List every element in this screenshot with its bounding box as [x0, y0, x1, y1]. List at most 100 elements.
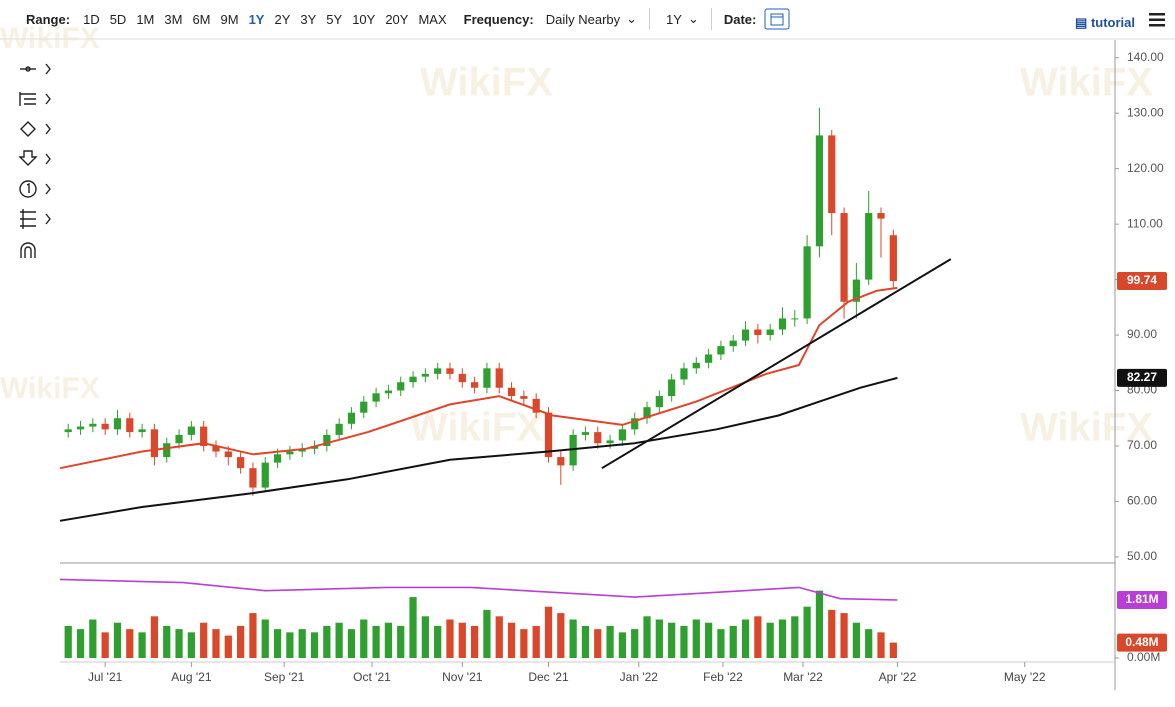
- volume-bar: [865, 629, 873, 658]
- candle-body: [631, 418, 639, 430]
- candle-body: [224, 451, 232, 458]
- candle-body: [113, 418, 122, 430]
- watermark: WikiFX: [420, 61, 553, 105]
- volume-ma-line: [59, 578, 898, 601]
- volume-bar: [273, 629, 282, 658]
- candle-body: [741, 329, 750, 341]
- tool-annotation[interactable]: [19, 180, 51, 198]
- volume-bar: [766, 622, 774, 658]
- candle-body: [101, 423, 109, 430]
- volume-bar: [840, 613, 848, 658]
- candle-body: [126, 418, 134, 433]
- candle-body: [273, 454, 282, 463]
- range-button[interactable]: 5D: [109, 11, 127, 27]
- menu-button[interactable]: [1149, 12, 1167, 28]
- range-button[interactable]: 10Y: [352, 11, 376, 27]
- period-select[interactable]: 1Y ⌄: [666, 11, 699, 27]
- candle-body: [754, 329, 762, 336]
- date-label: Date:: [723, 11, 757, 27]
- tool-lines[interactable]: [19, 92, 51, 106]
- range-button[interactable]: 1D: [83, 11, 100, 27]
- tool-fib[interactable]: [20, 209, 51, 229]
- tool-arrow[interactable]: [18, 150, 51, 166]
- x-tick-label: May '22: [1004, 670, 1046, 684]
- frequency-select[interactable]: Daily Nearby ⌄: [546, 11, 637, 27]
- y-tick-label: 50.00: [1127, 549, 1157, 563]
- range-button[interactable]: 9M: [220, 11, 239, 27]
- candle-body: [237, 457, 245, 469]
- volume-bar: [335, 622, 343, 658]
- volume-bar: [618, 632, 627, 658]
- volume-bar: [778, 619, 787, 658]
- volume-bar: [187, 632, 195, 658]
- tool-magnet[interactable]: [20, 242, 36, 258]
- volume-bar: [668, 622, 676, 658]
- candle-body: [606, 440, 614, 444]
- range-button[interactable]: 5Y: [326, 11, 343, 27]
- volume-bar: [409, 597, 417, 658]
- divider: [649, 8, 651, 30]
- volume-bar: [138, 632, 146, 658]
- volume-bar: [803, 606, 811, 658]
- candle-body: [581, 432, 590, 435]
- range-button[interactable]: 6M: [192, 11, 211, 27]
- volume-bar: [692, 619, 700, 658]
- tool-crosshair[interactable]: [20, 63, 51, 75]
- volume-bar: [741, 619, 750, 658]
- toolbar: Range: 1D 5D 1M 3M 6M 9M 1Y 2Y 3Y 5Y 10Y 20Y MAX Fre…: [0, 0, 1175, 38]
- volume-bar: [249, 613, 257, 658]
- volume-bar: [655, 619, 663, 658]
- x-tick-label: Feb '22: [703, 670, 743, 684]
- volume-bar: [347, 629, 356, 658]
- range-button[interactable]: 2Y: [274, 11, 291, 27]
- candle-body: [335, 423, 343, 435]
- range-button[interactable]: 1M: [136, 11, 155, 27]
- candle-body: [717, 346, 725, 355]
- tutorial-text: tutorial: [1090, 15, 1135, 30]
- volume-bar: [163, 625, 171, 658]
- volume-ma-tag: 1.81M: [1125, 592, 1158, 606]
- candle-body: [840, 213, 848, 302]
- candle-body: [704, 354, 713, 363]
- candle-body: [286, 451, 294, 455]
- candle-body: [877, 213, 885, 219]
- x-tick-label: Jul '21: [88, 670, 123, 684]
- y-tick-label: 140.00: [1127, 50, 1164, 64]
- period-value: 1Y: [666, 11, 682, 27]
- candle-body: [569, 434, 577, 466]
- volume-bar: [64, 625, 72, 658]
- candle-body: [507, 387, 516, 397]
- calendar-button[interactable]: [764, 8, 790, 30]
- range-button[interactable]: MAX: [418, 11, 447, 27]
- candle-body: [618, 429, 627, 441]
- tool-shapes[interactable]: [20, 121, 51, 137]
- candle-body: [692, 362, 700, 369]
- candle-body: [261, 462, 269, 488]
- candle-body: [852, 279, 860, 302]
- range-button[interactable]: 1Y: [248, 11, 265, 27]
- volume-bar: [150, 616, 159, 658]
- candle-body: [421, 373, 429, 377]
- volume-bar: [594, 629, 602, 658]
- range-buttons: 1D 5D 1M 3M 6M 9M 1Y 2Y 3Y 5Y 10Y 20Y MAX: [78, 12, 452, 27]
- volume-bar: [237, 625, 245, 658]
- last-price-tag: 99.74: [1127, 273, 1157, 287]
- volume-bar: [126, 629, 134, 658]
- candle-body: [680, 368, 688, 380]
- x-tick-label: Dec '21: [528, 670, 569, 684]
- volume-bar: [200, 622, 208, 658]
- candle-body: [347, 412, 356, 424]
- volume-bar: [175, 629, 183, 658]
- candle-body: [200, 426, 208, 446]
- volume-bar: [544, 606, 553, 658]
- volume-bar: [557, 613, 565, 658]
- candle-body: [175, 434, 183, 444]
- tutorial-link[interactable]: ▤ tutorial: [1075, 15, 1135, 30]
- range-button[interactable]: 3M: [164, 11, 183, 27]
- volume-bar: [631, 629, 639, 658]
- candle-body: [791, 318, 799, 320]
- range-button[interactable]: 20Y: [385, 11, 409, 27]
- range-button[interactable]: 3Y: [300, 11, 317, 27]
- y-tick-label: 60.00: [1127, 494, 1157, 508]
- volume-bar: [520, 629, 528, 658]
